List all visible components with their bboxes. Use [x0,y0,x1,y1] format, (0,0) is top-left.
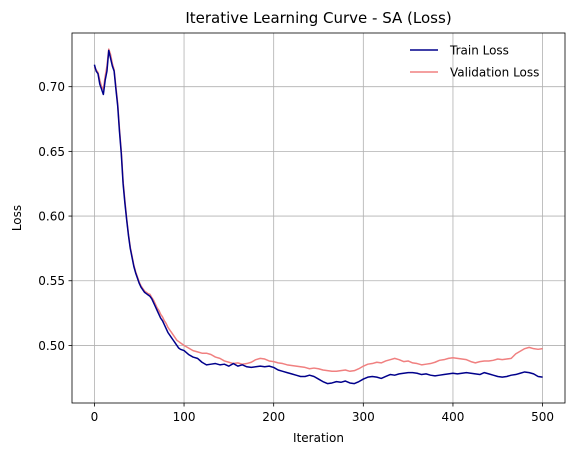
series-line-0 [93,49,543,385]
plot-frame [71,32,566,404]
y-ticks: 0.50 0.55 0.60 0.65 0.70 [38,80,72,353]
x-ticks: 0 100 200 300 400 500 [91,403,554,424]
legend-label-1: Validation Loss [450,66,539,80]
legend-label-0: Train Loss [449,44,509,58]
x-tick-label: 100 [173,410,196,424]
x-tick-label: 500 [531,410,554,424]
y-tick-label: 0.70 [38,80,65,94]
y-tick-label: 0.55 [38,274,65,288]
y-tick-label: 0.65 [38,145,65,159]
series-layer [93,48,543,385]
chart-title: Iterative Learning Curve - SA (Loss) [185,9,451,27]
legend: Train Loss Validation Loss [410,44,539,80]
x-tick-label: 0 [91,410,99,424]
grid [72,33,565,403]
x-axis-label: Iteration [293,431,344,445]
y-tick-label: 0.60 [38,210,65,224]
y-tick-label: 0.50 [38,339,65,353]
x-tick-label: 300 [352,410,375,424]
y-axis-label: Loss [10,205,24,231]
x-tick-label: 400 [442,410,465,424]
x-tick-label: 200 [262,410,285,424]
